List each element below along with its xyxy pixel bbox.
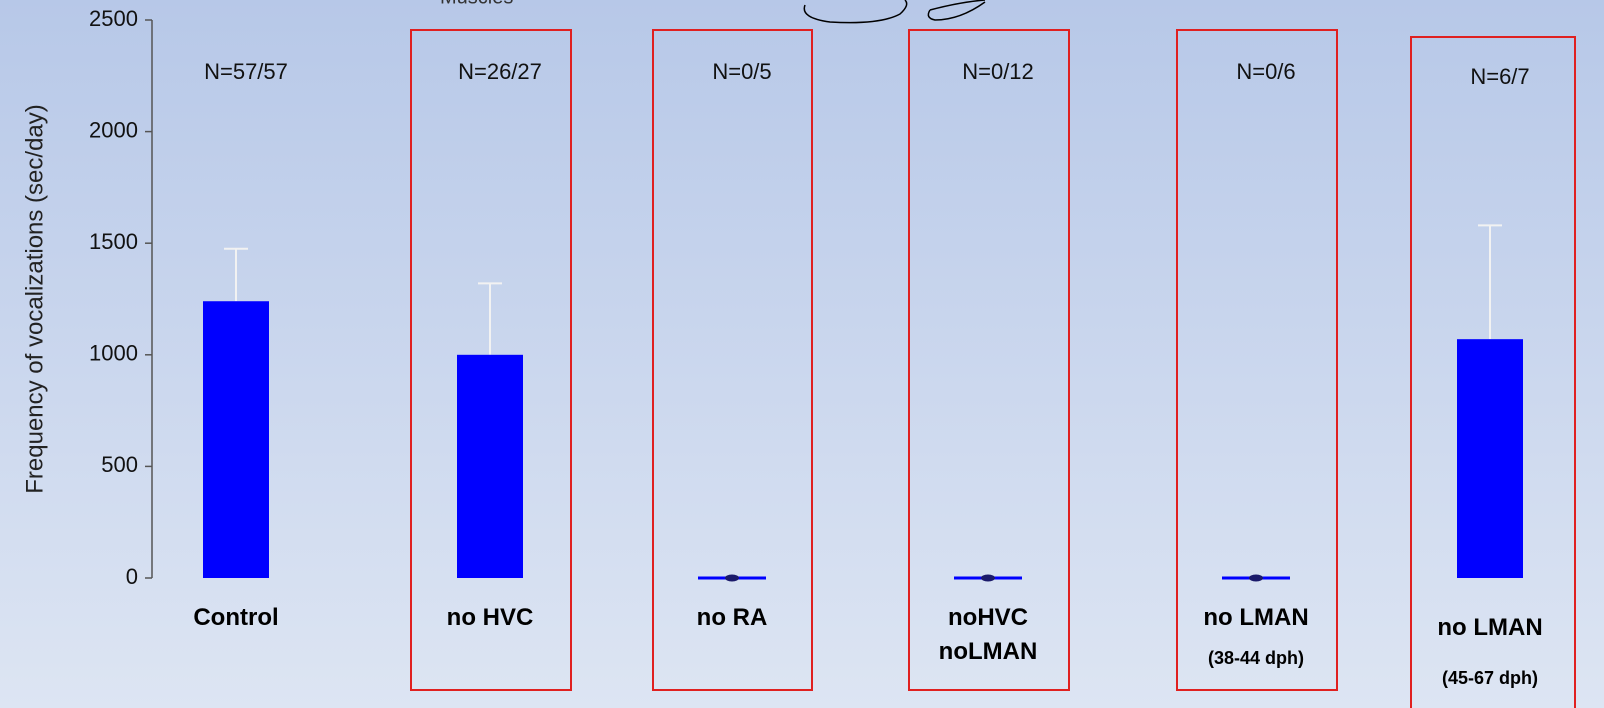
x-tick-note: (38-44 dph) (1207, 648, 1304, 668)
y-tick-label: 500 (101, 452, 138, 477)
x-tick-label: no LMAN (1437, 614, 1543, 641)
annotation: Muscles (440, 0, 513, 8)
brain-outline (929, 0, 986, 11)
zero-marker (725, 574, 739, 582)
x-tick-label: Control (193, 604, 279, 631)
y-axis-label: Frequency of vocalizations (sec/day) (21, 104, 48, 494)
y-tick-label: 1000 (89, 341, 138, 366)
x-tick-label: noHVC noLMAN (938, 604, 1038, 665)
highlight-box (652, 29, 813, 691)
n-label: N=0/5 (712, 59, 771, 84)
brain-outline (927, 1, 986, 21)
n-label: N=57/57 (204, 59, 288, 84)
n-label: N=0/12 (962, 59, 1034, 84)
x-tick-label: no HVC (446, 604, 534, 631)
bar (457, 354, 523, 578)
brain-outline (803, 0, 908, 24)
n-label: N=6/7 (1470, 64, 1529, 89)
y-tick-label: 2000 (89, 117, 138, 142)
x-tick-label: no LMAN (1203, 604, 1309, 631)
zero-marker (981, 574, 995, 582)
bar (203, 301, 269, 578)
n-label: N=26/27 (458, 59, 542, 84)
highlight-box (908, 29, 1070, 691)
n-label: N=0/6 (1236, 59, 1295, 84)
x-tick-label: no RA (696, 604, 768, 631)
y-tick-label: 2500 (89, 6, 138, 31)
bar (1457, 339, 1523, 578)
y-tick-label: 1500 (89, 229, 138, 254)
zero-marker (1249, 574, 1263, 582)
x-tick-note: (45-67 dph) (1441, 668, 1538, 688)
highlight-box (410, 29, 572, 691)
highlight-box (1176, 29, 1338, 691)
highlight-box (1410, 36, 1576, 708)
y-tick-label: 0 (126, 564, 138, 589)
